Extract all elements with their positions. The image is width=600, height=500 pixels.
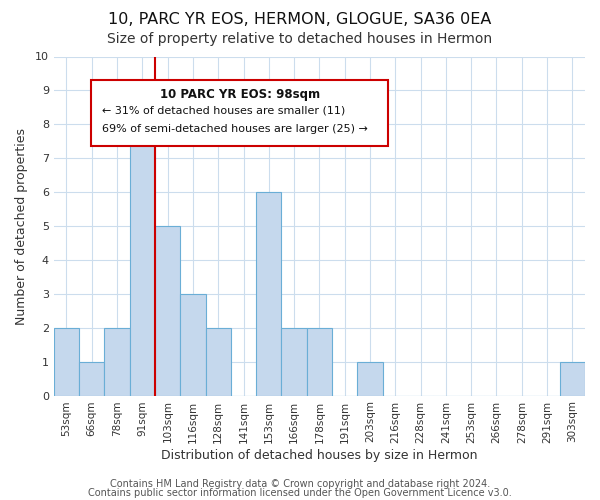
Text: Contains public sector information licensed under the Open Government Licence v3: Contains public sector information licen… (88, 488, 512, 498)
X-axis label: Distribution of detached houses by size in Hermon: Distribution of detached houses by size … (161, 450, 478, 462)
Text: Size of property relative to detached houses in Hermon: Size of property relative to detached ho… (107, 32, 493, 46)
Bar (281, 328, 307, 396)
Bar (256, 192, 281, 396)
Bar (307, 328, 332, 396)
Bar (104, 328, 130, 396)
Bar (180, 294, 206, 396)
Bar (54, 328, 79, 396)
Bar (79, 362, 104, 396)
Bar (358, 362, 383, 396)
Bar (130, 124, 155, 396)
Text: 10 PARC YR EOS: 98sqm: 10 PARC YR EOS: 98sqm (160, 88, 320, 101)
FancyBboxPatch shape (91, 80, 388, 146)
Bar (155, 226, 180, 396)
Y-axis label: Number of detached properties: Number of detached properties (15, 128, 28, 324)
Bar (560, 362, 585, 396)
Text: Contains HM Land Registry data © Crown copyright and database right 2024.: Contains HM Land Registry data © Crown c… (110, 479, 490, 489)
Text: 10, PARC YR EOS, HERMON, GLOGUE, SA36 0EA: 10, PARC YR EOS, HERMON, GLOGUE, SA36 0E… (109, 12, 491, 28)
Bar (206, 328, 231, 396)
Text: 69% of semi-detached houses are larger (25) →: 69% of semi-detached houses are larger (… (101, 124, 367, 134)
Text: ← 31% of detached houses are smaller (11): ← 31% of detached houses are smaller (11… (101, 106, 345, 116)
